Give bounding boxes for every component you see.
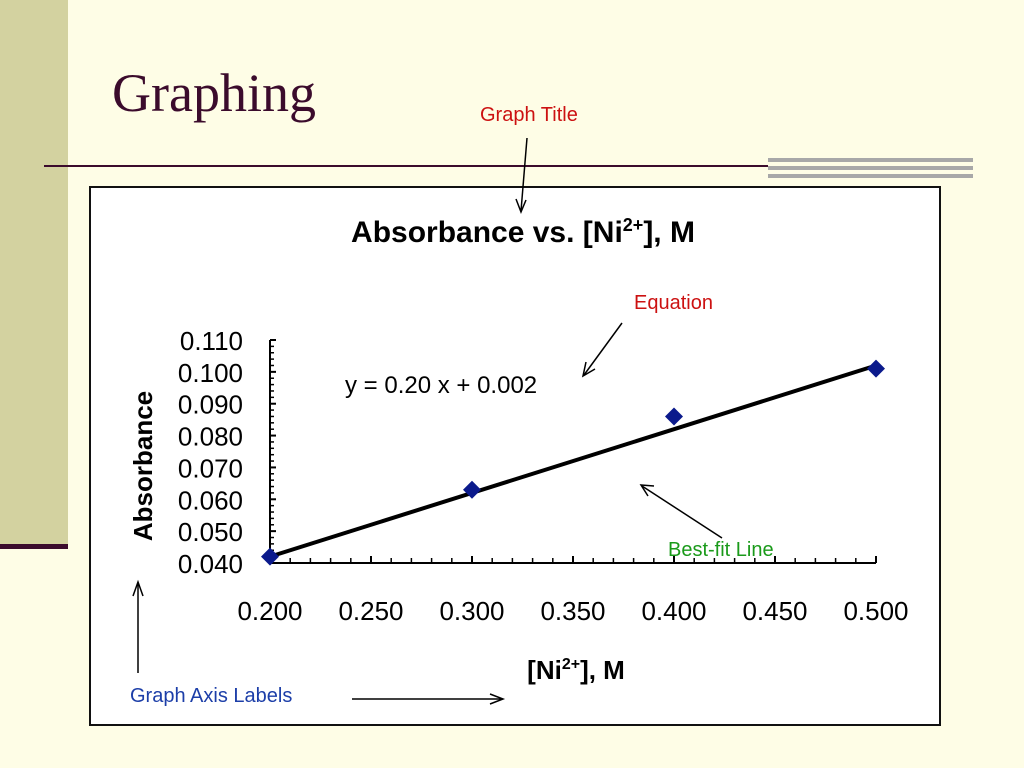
y-tick-label: 0.080 [178,422,243,452]
equation-arrow-head [581,361,596,378]
y-tick-label: 0.040 [178,549,243,579]
best-fit-line [269,363,877,559]
x-tick-label: 0.250 [338,596,403,626]
bestfit-arrow-head [639,484,655,497]
left-bar-accent [0,544,68,549]
data-point [867,359,885,378]
chart-title-rest: ], M [643,216,695,249]
x-axis-label-main: [Ni [527,655,562,685]
trendline-equation: y = 0.20 x + 0.002 [345,372,537,399]
title-divider [44,165,972,167]
annotation-graph-title: Graph Title [480,104,578,126]
axis-label-arrow-right-head [489,693,506,705]
annotation-best-fit-line: Best-fit Line [668,539,774,561]
slide-title: Graphing [112,63,316,123]
axis-label-arrow-up-head [132,579,144,597]
x-axis-label-sup: 2+ [562,656,580,673]
title-arrow-head [515,198,527,215]
annotation-axis-labels: Graph Axis Labels [130,685,293,707]
y-tick-label: 0.110 [180,326,243,356]
data-point [261,547,279,566]
chart-marks [261,359,885,566]
chart-axes: 0.0400.0500.0600.0700.0800.0900.1000.110… [178,326,909,626]
x-tick-label: 0.350 [540,596,605,626]
x-tick-label: 0.300 [439,596,504,626]
chart-title-main: Absorbance vs. [Ni [351,216,623,249]
annotation-arrows [132,137,723,705]
y-axis-label: Absorbance [128,391,158,541]
data-point [665,407,683,426]
y-tick-label: 0.050 [178,517,243,547]
x-tick-label: 0.500 [843,596,908,626]
title-arrow [520,137,528,212]
x-tick-label: 0.400 [641,596,706,626]
x-tick-label: 0.450 [742,596,807,626]
y-tick-label: 0.100 [178,358,243,388]
chart-title-sup: 2+ [623,215,644,235]
y-tick-label: 0.090 [178,390,243,420]
left-decorative-bar [0,0,68,548]
annotation-equation: Equation [634,292,713,314]
title-divider-accent [768,158,973,180]
x-tick-label: 0.200 [237,596,302,626]
y-tick-label: 0.060 [178,485,243,515]
equation-arrow [583,322,623,376]
x-axis-label-rest: ], M [580,655,625,685]
chart-title: Absorbance vs. [Ni2+], M [351,215,695,249]
bestfit-arrow [641,485,723,539]
data-point [463,480,481,499]
y-tick-label: 0.070 [178,453,243,483]
x-axis-label: [Ni2+], M [527,655,625,685]
chart-frame [89,186,941,726]
